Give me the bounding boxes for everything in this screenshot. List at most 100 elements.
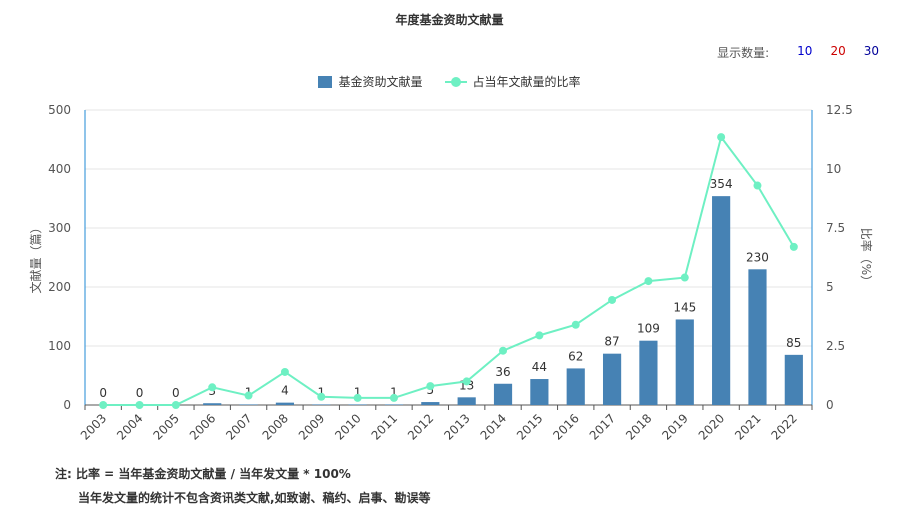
legend-bar-swatch <box>318 75 333 88</box>
ratio-point <box>789 242 798 251</box>
x-tick-label: 2021 <box>732 411 763 442</box>
bar-data-label: 1 <box>354 385 362 399</box>
x-tick-label: 2005 <box>150 411 181 442</box>
legend-item-line[interactable]: 占当年文献量的比率 <box>444 73 581 90</box>
y-left-tick-label: 200 <box>48 280 71 294</box>
bar <box>748 269 767 405</box>
ratio-point <box>680 273 689 282</box>
ratio-point <box>353 393 362 402</box>
y-left-tick-label: 400 <box>48 162 71 176</box>
ratio-point <box>171 401 180 409</box>
x-tick-label: 2022 <box>768 411 799 442</box>
x-tick-label: 2008 <box>260 411 291 442</box>
bar <box>203 403 222 405</box>
y-right-tick-label: 2.5 <box>826 339 845 353</box>
x-tick-label: 2009 <box>296 411 327 442</box>
bar <box>275 402 295 405</box>
ratio-point <box>535 331 544 340</box>
bar-data-label: 230 <box>746 250 769 264</box>
bar <box>675 319 694 405</box>
bar-data-label: 0 <box>172 386 180 400</box>
bar-data-label: 87 <box>604 335 619 349</box>
note-ratio-formula: 注: 比率 = 当年基金资助文献量 / 当年发文量 * 100% <box>55 467 351 481</box>
y-right-tick-label: 7.5 <box>826 221 845 235</box>
display-count-option-10[interactable]: 10 <box>797 44 813 58</box>
y-right-tick-label: 0 <box>826 398 834 412</box>
bar <box>421 402 440 405</box>
bar <box>239 404 258 405</box>
x-tick-label: 2011 <box>369 411 400 442</box>
ratio-point <box>317 392 326 401</box>
ratio-point <box>244 391 253 400</box>
display-count-label: 显示数量: <box>717 46 770 60</box>
y-right-tick-label: 5 <box>826 280 834 294</box>
y-right-tick-label: 12.5 <box>826 103 853 117</box>
display-count-option-30[interactable]: 30 <box>863 44 879 58</box>
x-tick-label: 2006 <box>187 411 218 442</box>
bar-data-label: 145 <box>673 300 696 314</box>
ratio-point <box>608 295 617 304</box>
y-left-tick-label: 300 <box>48 221 71 235</box>
ratio-point <box>499 346 508 355</box>
bar-data-label: 85 <box>786 336 801 350</box>
bar-data-label: 4 <box>281 384 289 398</box>
ratio-point <box>717 133 726 142</box>
ratio-point <box>208 383 217 392</box>
bar-data-label: 36 <box>495 365 510 379</box>
x-tick-label: 2019 <box>659 411 690 442</box>
ratio-point <box>135 401 144 409</box>
bar <box>530 379 549 405</box>
y-right-axis-title: 比率（%） <box>859 228 874 287</box>
bar-data-label: 109 <box>637 322 660 336</box>
bar-data-label: 0 <box>136 386 144 400</box>
bar <box>457 397 476 405</box>
bar-data-label: 1 <box>390 385 398 399</box>
ratio-point <box>426 382 435 391</box>
x-tick-label: 2016 <box>550 411 581 442</box>
x-tick-label: 2020 <box>696 411 727 442</box>
x-tick-label: 2004 <box>114 411 145 442</box>
display-count-option-20[interactable]: 20 <box>830 44 846 58</box>
bar-data-label: 1 <box>317 385 325 399</box>
x-tick-label: 2015 <box>514 411 545 442</box>
bar-data-label: 44 <box>532 360 547 374</box>
legend-line-label: 占当年文献量的比率 <box>472 75 581 89</box>
ratio-point <box>753 181 762 190</box>
x-tick-label: 2014 <box>478 411 509 442</box>
x-tick-label: 2007 <box>223 411 254 442</box>
y-left-tick-label: 0 <box>63 398 71 412</box>
legend-item-bar[interactable]: 基金资助文献量 <box>318 73 423 90</box>
x-tick-label: 2018 <box>623 411 654 442</box>
chart-title: 年度基金资助文献量 <box>395 13 504 27</box>
legend-line-swatch <box>444 76 467 88</box>
display-count: 显示数量: 10 20 30 <box>717 44 879 61</box>
bar <box>784 354 803 405</box>
chart-legend: 基金资助文献量 占当年文献量的比率 <box>0 73 899 90</box>
bar <box>493 383 513 405</box>
x-tick-label: 2013 <box>441 411 472 442</box>
y-left-tick-label: 500 <box>48 103 71 117</box>
legend-bar-label: 基金资助文献量 <box>338 75 423 89</box>
x-tick-label: 2003 <box>78 411 109 442</box>
bar <box>639 340 658 405</box>
x-tick-label: 2010 <box>332 411 363 442</box>
ratio-line <box>103 134 795 406</box>
ratio-point <box>280 367 289 376</box>
bar <box>312 404 331 405</box>
bar-data-label: 62 <box>568 349 583 363</box>
bar <box>712 196 731 405</box>
bar-data-label: 0 <box>99 386 107 400</box>
bar-data-label: 354 <box>710 177 733 191</box>
ratio-point <box>571 320 580 329</box>
y-left-axis-title: 文献量（篇） <box>28 221 43 293</box>
bar <box>566 368 585 405</box>
y-left-tick-label: 100 <box>48 339 71 353</box>
ratio-point <box>644 277 653 286</box>
x-tick-label: 2012 <box>405 411 436 442</box>
x-tick-label: 2017 <box>587 411 618 442</box>
bar <box>384 404 404 405</box>
ratio-point <box>389 393 398 402</box>
note-exclusion: 当年发文量的统计不包含资讯类文献,如致谢、稿约、启事、勘误等 <box>78 491 431 505</box>
bar <box>602 353 622 405</box>
